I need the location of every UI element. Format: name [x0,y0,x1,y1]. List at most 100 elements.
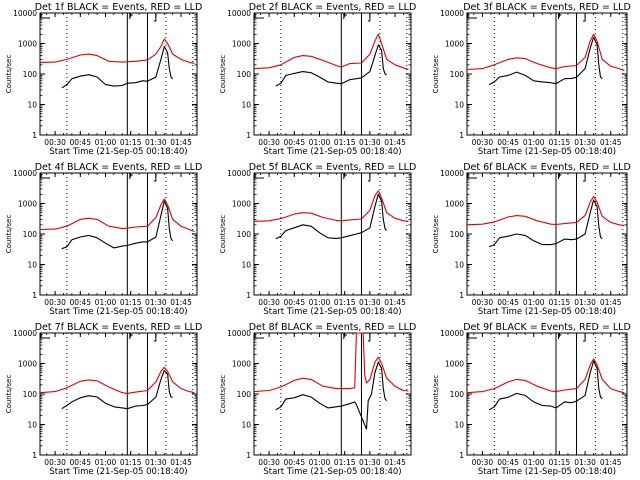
interval-bracket-marker [153,12,162,22]
y-tick-label: 1 [246,451,251,460]
x-axis-label: Start Time (21-Sep-05 00:18:40) [478,307,616,317]
interval-bracket-marker [254,13,264,19]
x-tick-label: 01:30 [359,298,381,307]
panel-det-9: Det 9f BLACK = Events, RED = LLD 1 10 100 10… [432,322,631,477]
x-tick-label: 01:00 [309,298,331,307]
x-tick-label: 01:00 [309,458,331,467]
y-tick-label: 10000 [227,169,251,178]
y-tick-label: 10000 [440,9,464,18]
interval-bracket-marker [343,333,347,339]
x-tick-label: 01:15 [120,298,142,307]
x-tick-label: 01:30 [145,458,167,467]
series-events-line [275,193,388,240]
y-tick-label: 1000 [232,40,251,49]
x-tick-label: 01:15 [549,298,571,307]
series-lld-line [39,366,195,394]
y-tick-label: 10 [27,101,37,110]
x-tick-label: 00:30 [472,298,494,307]
y-tick-label: 10 [241,261,251,270]
y-axis-label: Counts/sec [432,55,440,94]
x-tick-label: 01:15 [120,138,142,147]
series-lld-line [466,358,625,394]
panel-det-4: Det 4f BLACK = Events, RED = LLD 1 10 100 10… [5,162,202,317]
y-axis-label: Counts/sec [219,375,227,414]
x-axis-label: Start Time (21-Sep-05 00:18:40) [478,147,616,157]
interval-bracket-marker [40,333,50,339]
x-tick-label: 00:45 [69,298,91,307]
series-lld-line [253,190,409,222]
x-tick-label: 01:45 [600,458,622,467]
series-events-line [488,360,603,411]
panel-det-6: Det 6f BLACK = Events, RED = LLD 1 10 100 10… [432,162,631,317]
plot-title: Det 1f BLACK = Events, RED = LLD [35,2,203,13]
series-events-line [61,45,174,89]
plot-title: Det 5f BLACK = Events, RED = LLD [249,162,417,173]
x-tick-label: 00:45 [283,458,305,467]
x-tick-label: 01:15 [334,298,356,307]
interval-bracket-marker [558,13,562,19]
y-tick-label: 1000 [445,360,464,369]
interval-bracket-marker [467,173,477,179]
panel-det-5: Det 5f BLACK = Events, RED = LLD 1 10 100 10… [219,162,416,317]
plot-title: Det 7f BLACK = Events, RED = LLD [35,322,203,333]
y-axis-label: Counts/sec [432,215,440,254]
y-tick-label: 1000 [232,200,251,209]
x-tick-label: 01:30 [359,138,381,147]
x-tick-label: 00:30 [258,138,280,147]
plot-title: Det 2f BLACK = Events, RED = LLD [249,2,417,13]
x-tick-label: 01:45 [384,138,406,147]
y-tick-label: 1 [246,291,251,300]
x-tick-label: 01:45 [384,458,406,467]
interval-bracket-marker [467,13,477,19]
interval-bracket-marker [343,173,347,179]
x-tick-label: 00:45 [497,138,519,147]
y-tick-label: 100 [237,390,252,399]
y-tick-label: 10 [27,421,37,430]
series-lld-line [253,332,409,393]
interval-bracket-marker [129,333,133,339]
plot-frame [466,12,628,136]
y-tick-label: 1000 [18,360,37,369]
x-tick-label: 00:45 [69,458,91,467]
x-tick-label: 01:45 [170,458,192,467]
x-tick-label: 00:45 [497,298,519,307]
plot-frame [466,332,628,456]
x-tick-label: 01:00 [523,138,545,147]
y-tick-label: 10 [454,421,464,430]
y-axis-label: Counts/sec [219,55,227,94]
interval-bracket-marker [40,173,50,179]
interval-bracket-marker [129,13,133,19]
x-tick-label: 01:30 [574,138,596,147]
series-lld-line [466,195,625,227]
series-events-line [61,369,173,410]
y-tick-label: 10 [241,421,251,430]
y-tick-label: 1 [246,131,251,140]
plot-frame [253,12,412,136]
interval-bracket-marker [583,332,592,342]
y-tick-label: 1000 [232,360,251,369]
y-tick-label: 100 [23,230,38,239]
x-tick-label: 01:30 [359,458,381,467]
interval-bracket-marker [343,13,347,19]
x-axis-label: Start Time (21-Sep-05 00:18:40) [263,467,401,477]
x-tick-label: 01:00 [95,298,117,307]
y-tick-label: 1000 [445,200,464,209]
interval-bracket-marker [129,173,133,179]
x-tick-label: 01:45 [170,138,192,147]
y-tick-label: 100 [450,230,465,239]
series-lld-line [39,38,195,64]
plot-title: Det 6f BLACK = Events, RED = LLD [463,162,631,173]
series-events-line [61,200,174,250]
y-tick-label: 1000 [445,40,464,49]
x-tick-label: 01:00 [309,138,331,147]
x-tick-label: 01:45 [600,298,622,307]
series-events-line [275,361,388,430]
plot-title: Det 8f BLACK = Events, RED = LLD [249,322,417,333]
y-tick-label: 10000 [13,329,37,338]
plot-frame [39,12,198,136]
y-axis-label: Counts/sec [219,215,227,254]
interval-bracket-marker [558,173,562,179]
panel-det-8: Det 8f BLACK = Events, RED = LLD 1 10 100 10… [219,322,416,477]
x-tick-label: 01:30 [574,458,596,467]
